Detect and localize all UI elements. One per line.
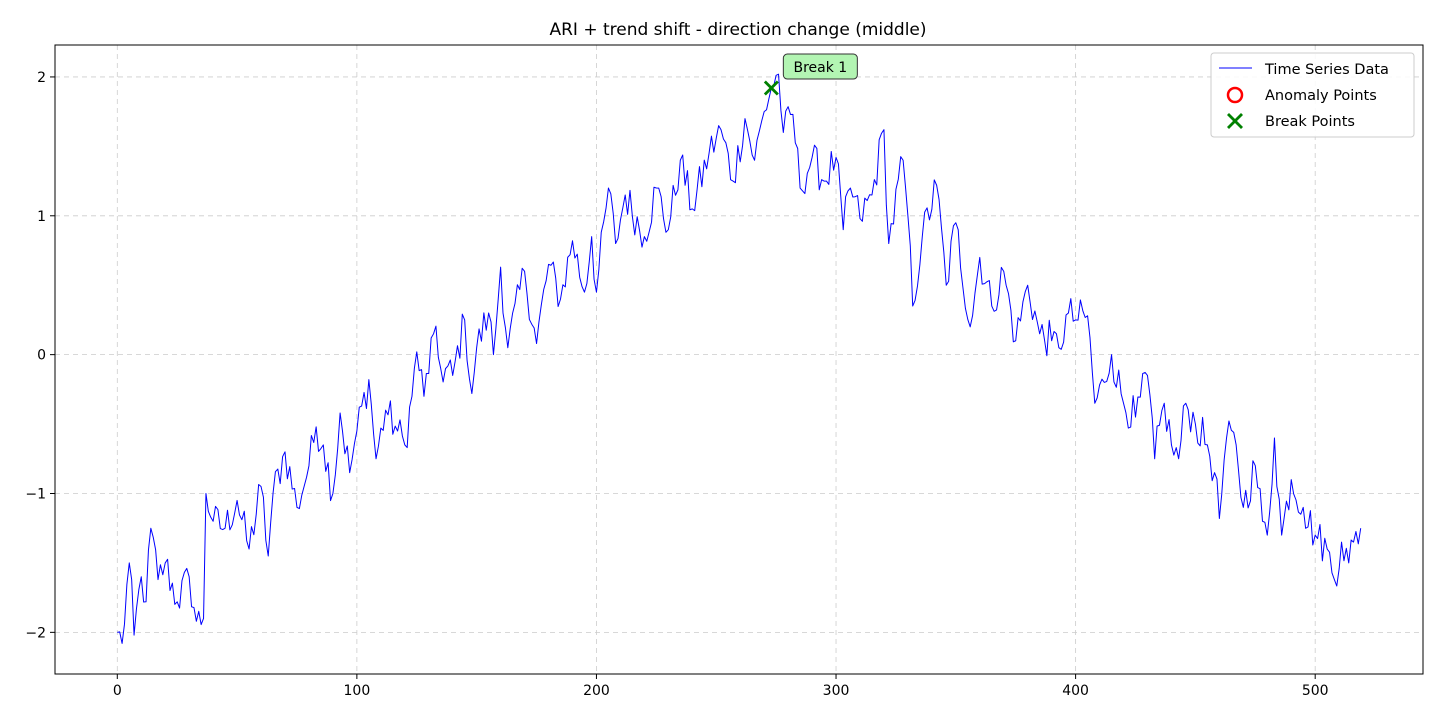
grid (55, 45, 1423, 674)
y-axis: −2 −1 0 1 2 (25, 70, 55, 641)
x-tick-label: 500 (1302, 683, 1329, 699)
series-line-time-series (117, 73, 1362, 644)
legend-box (1210, 52, 1415, 138)
legend-label-break: Break Points (1265, 114, 1355, 130)
annotation-label: Break 1 (793, 60, 847, 76)
annotation-box (782, 53, 858, 80)
chart-title: ARI + trend shift - direction change (mi… (549, 20, 926, 40)
x-tick-label: 0 (113, 683, 122, 699)
legend-circle-marker (1226, 86, 1244, 104)
y-tick-label: 0 (37, 348, 46, 364)
axes-frame (54, 44, 1424, 675)
legend-x-marker (1227, 113, 1243, 129)
x-axis: 0 100 200 300 400 500 (113, 674, 1329, 699)
x-tick-label: 200 (583, 683, 610, 699)
legend-label-time-series: Time Series Data (1264, 62, 1389, 78)
y-tick-label: −2 (25, 625, 46, 641)
x-tick-label: 300 (823, 683, 850, 699)
y-tick-label: −1 (25, 486, 46, 502)
annotations: Break 1 (782, 53, 858, 80)
x-tick-label: 400 (1062, 683, 1089, 699)
y-tick-label: 2 (37, 70, 46, 86)
break-point-marker (763, 80, 779, 96)
legend: Time Series Data Anomaly Points Break Po… (1210, 52, 1415, 138)
x-tick-label: 100 (344, 683, 371, 699)
y-tick-label: 1 (37, 209, 46, 225)
plot-area (117, 73, 1362, 644)
legend-label-anomaly: Anomaly Points (1265, 88, 1377, 104)
